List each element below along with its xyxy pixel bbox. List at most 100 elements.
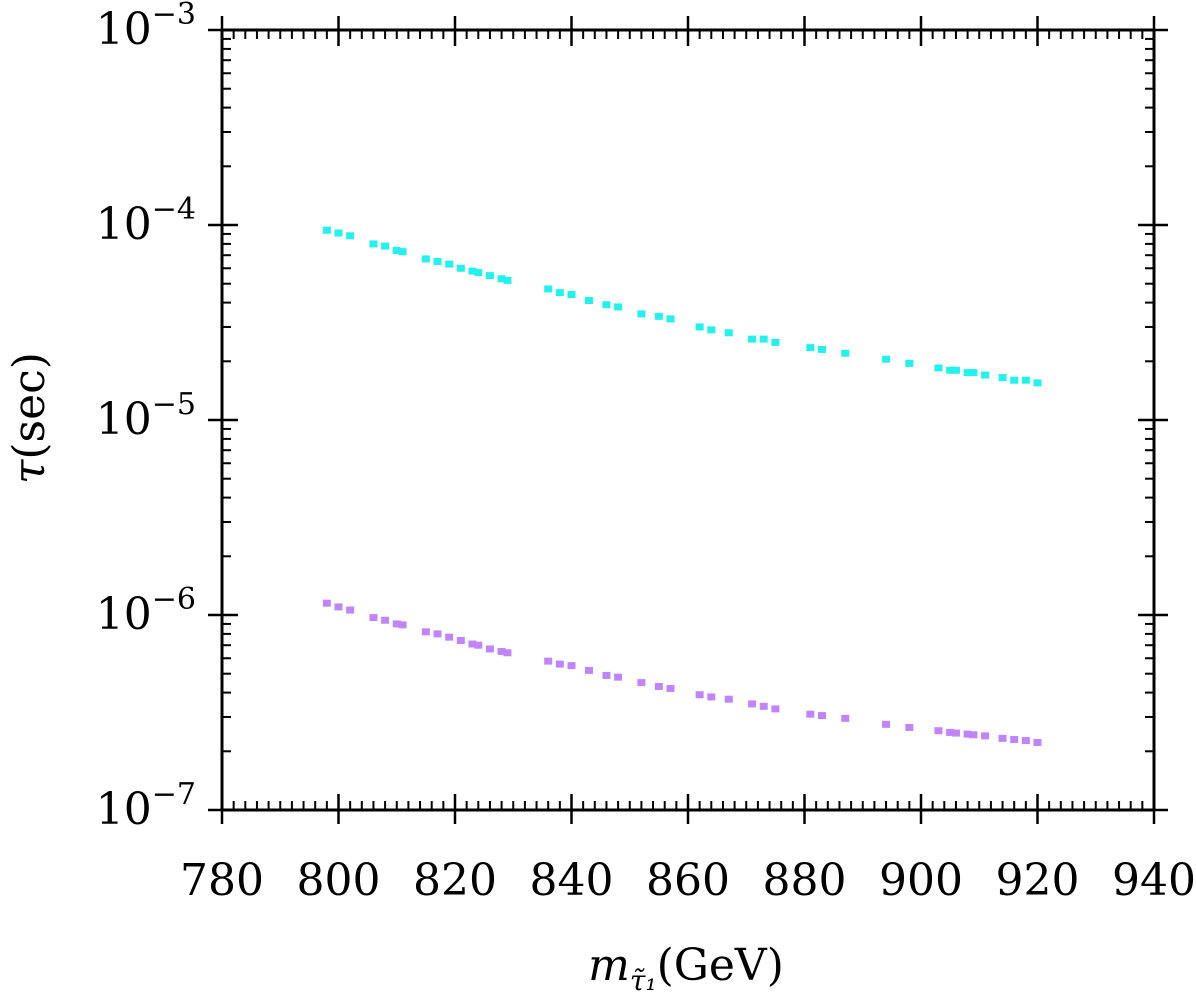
data-point	[474, 641, 483, 649]
data-point	[567, 662, 576, 670]
data-point	[433, 257, 442, 265]
data-point	[456, 636, 465, 644]
data-point	[614, 303, 623, 311]
x-tick-label: 880	[763, 855, 847, 906]
data-point	[584, 666, 593, 674]
y-major-ticks	[208, 28, 1168, 812]
data-point	[334, 603, 343, 611]
data-point	[602, 671, 611, 679]
data-point	[695, 323, 704, 331]
data-point	[771, 338, 780, 346]
data-point	[1021, 376, 1030, 384]
data-point	[602, 301, 611, 309]
data-point	[748, 335, 757, 343]
x-tick-label: 800	[297, 855, 381, 906]
x-tick-label: 840	[530, 855, 614, 906]
data-point	[759, 335, 768, 343]
data-point	[666, 684, 675, 692]
x-tick-label: 920	[996, 855, 1080, 906]
data-point	[806, 344, 815, 352]
y-minor-ticks	[222, 37, 1154, 753]
data-point	[392, 246, 401, 254]
y-tick-labels: 10−310−410−510−610−7	[96, 0, 196, 835]
data-point	[544, 657, 553, 665]
data-point	[1033, 738, 1042, 746]
data-point	[468, 267, 477, 275]
data-point	[882, 720, 891, 728]
data-point	[841, 349, 850, 357]
data-point	[1010, 735, 1019, 743]
data-point	[584, 297, 593, 305]
data-point	[468, 640, 477, 648]
y-tick-label: 10−5	[96, 387, 196, 445]
x-tick-label: 900	[879, 855, 963, 906]
y-tick-label: 10−4	[96, 192, 196, 250]
data-point	[817, 712, 826, 720]
x-tick-label: 780	[180, 855, 264, 906]
data-point	[637, 310, 646, 318]
data-point	[981, 732, 990, 740]
y-axis-title: τ(sec)	[4, 352, 55, 484]
x-major-ticks	[220, 16, 1156, 824]
data-point	[707, 326, 716, 334]
y-tick-label-base: 10	[96, 589, 152, 640]
data-point	[1010, 376, 1019, 384]
x-minor-ticks	[232, 30, 1144, 810]
x-tick-labels: 780 800 820 840 860 880 900 920 940	[180, 855, 1196, 906]
y-tick-label-exponent: −3	[152, 0, 196, 32]
data-point	[497, 275, 506, 283]
data-point	[998, 374, 1007, 382]
y-tick-label-base: 10	[96, 394, 152, 445]
data-point	[1021, 737, 1030, 745]
data-point	[381, 616, 390, 624]
data-point	[905, 359, 914, 367]
data-point	[334, 229, 343, 237]
data-point	[882, 355, 891, 363]
series-1	[322, 226, 1042, 387]
data-point	[485, 272, 494, 280]
data-point	[421, 255, 430, 263]
data-point	[969, 369, 978, 377]
data-point	[485, 645, 494, 653]
data-point	[474, 269, 483, 277]
y-axis-title-main: τ	[4, 459, 55, 484]
data-point	[1033, 379, 1042, 387]
series-2	[322, 599, 1042, 746]
data-point	[322, 599, 331, 607]
data-point	[322, 226, 331, 234]
data-point	[963, 730, 972, 738]
data-point	[421, 628, 430, 636]
data-point	[398, 248, 407, 256]
x-tick-label: 860	[646, 855, 730, 906]
data-point	[392, 620, 401, 628]
data-point	[637, 679, 646, 687]
y-tick-label-exponent: −6	[152, 582, 196, 617]
data-point	[905, 723, 914, 731]
y-tick-label: 10−7	[96, 777, 196, 835]
data-point	[724, 329, 733, 337]
series-layer	[322, 226, 1042, 746]
plot-frame	[220, 28, 1156, 812]
data-point	[654, 312, 663, 320]
x-axis-title-unit: (GeV)	[657, 940, 784, 991]
x-axis-title-main: m	[588, 940, 630, 991]
data-point	[951, 366, 960, 374]
y-tick-label-base: 10	[96, 4, 152, 55]
data-point	[555, 660, 564, 668]
data-point	[369, 614, 378, 622]
data-point	[497, 647, 506, 655]
y-tick-label-exponent: −7	[152, 777, 196, 812]
data-point	[841, 714, 850, 722]
y-tick-label: 10−3	[96, 0, 196, 55]
data-point	[806, 710, 815, 718]
data-point	[946, 728, 955, 736]
y-tick-label: 10−6	[96, 582, 196, 640]
y-axis-title-unit: (sec)	[4, 352, 55, 460]
x-axis-title-subscript: τ̃₁	[630, 964, 657, 992]
x-tick-label: 820	[413, 855, 497, 906]
data-point	[759, 702, 768, 710]
data-point	[963, 369, 972, 377]
data-point	[456, 264, 465, 272]
y-tick-label-exponent: −5	[152, 387, 196, 422]
